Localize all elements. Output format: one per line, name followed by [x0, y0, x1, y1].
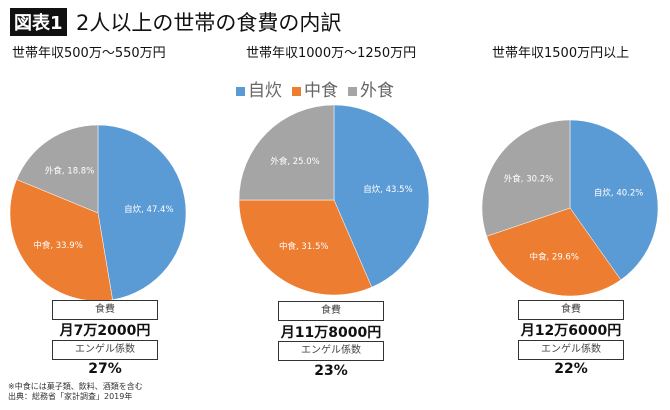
pie-3-label-jisui: 自炊, 40.2% — [594, 188, 643, 199]
pie-2-label-nakashoku: 中食, 31.5% — [279, 241, 328, 252]
figure-title: 2人以上の世帯の食費の内訳 — [76, 11, 342, 35]
legend-item-jisui: 自炊 — [236, 76, 282, 101]
note-line: ※中食には菓子類、飲料、酒類を含む — [8, 382, 143, 391]
legend: 自炊 中食 外食 — [236, 76, 394, 101]
pie-3-slice-gaishoku — [481, 119, 571, 237]
pie-2-slice-gaishoku — [238, 104, 335, 201]
pie-3-slice-jisui — [569, 119, 659, 281]
pie-1-label-gaishoku: 外食, 18.8% — [45, 166, 94, 177]
legend-label: 中食 — [304, 81, 338, 101]
footnote: ※中食には菓子類、飲料、酒類を含む 出典：総務省「家計調査」2019年 — [8, 382, 143, 402]
food-label-1: 食費 — [52, 300, 158, 320]
pie-2-slice-nakashoku — [238, 199, 373, 296]
food-value-3: 月12万6000円 — [520, 323, 622, 339]
pie-3-label-nakashoku: 中食, 29.6% — [530, 252, 579, 263]
pie-2-label-jisui: 自炊, 43.5% — [363, 184, 412, 195]
legend-label: 外食 — [360, 81, 394, 101]
pie-1-slice-gaishoku — [16, 124, 99, 214]
engel-label-1: エンゲル係数 — [52, 340, 158, 360]
engel-value-1: 27% — [88, 361, 122, 377]
pie-1-label-nakashoku: 中食, 33.9% — [33, 240, 82, 251]
pie-title-3: 世帯年収1500万円以上 — [492, 46, 630, 61]
pie-3-slice-nakashoku — [486, 207, 622, 297]
pie-2-label-gaishoku: 外食, 25.0% — [270, 156, 319, 167]
pie-title-2: 世帯年収1000万〜1250万円 — [246, 46, 417, 61]
engel-value-3: 22% — [554, 361, 588, 377]
legend-item-nakashoku: 中食 — [292, 76, 338, 101]
food-label-3: 食費 — [518, 300, 624, 320]
pie-1-label-jisui: 自炊, 47.4% — [124, 204, 173, 215]
food-value-1: 月7万2000円 — [59, 323, 151, 339]
legend-label: 自炊 — [248, 81, 282, 101]
legend-item-gaishoku: 外食 — [348, 76, 394, 101]
pie-1-slice-jisui — [97, 124, 187, 301]
engel-label-2: エンゲル係数 — [278, 341, 384, 361]
engel-value-2: 23% — [314, 363, 348, 379]
figure-badge: 図表1 — [10, 8, 67, 36]
food-label-2: 食費 — [278, 301, 384, 321]
pie-3-label-gaishoku: 外食, 30.2% — [504, 173, 553, 184]
food-value-2: 月11万8000円 — [280, 325, 382, 341]
pie-2-slice-jisui — [333, 104, 430, 288]
pie-title-1: 世帯年収500万〜550万円 — [12, 46, 166, 61]
engel-label-3: エンゲル係数 — [518, 340, 624, 360]
source-line: 出典：総務省「家計調査」2019年 — [8, 392, 133, 401]
